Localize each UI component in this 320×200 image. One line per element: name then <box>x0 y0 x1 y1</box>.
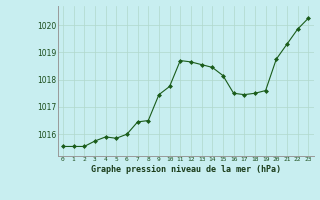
X-axis label: Graphe pression niveau de la mer (hPa): Graphe pression niveau de la mer (hPa) <box>91 165 281 174</box>
